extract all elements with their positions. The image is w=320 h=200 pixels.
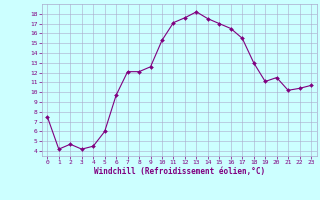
X-axis label: Windchill (Refroidissement éolien,°C): Windchill (Refroidissement éolien,°C) [94, 167, 265, 176]
